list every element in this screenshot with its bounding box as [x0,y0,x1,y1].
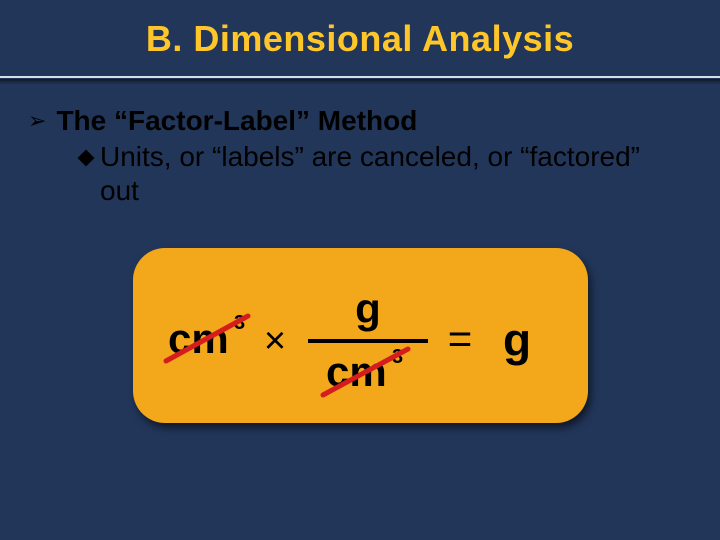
slide-title: B. Dimensional Analysis [0,18,720,60]
bullet-item: ➢ The “Factor-Label” Method [28,104,692,138]
formula-times: × [263,320,285,362]
arrow-bullet-icon: ➢ [28,104,46,138]
formula-svg: cm 3 × g cm 3 = g [148,261,573,411]
bullet-text: The “Factor-Label” Method [56,104,417,138]
formula-equals: = [447,315,472,362]
formula-rhs: g [503,314,531,366]
sub-bullet-item: Units, or “labels” are canceled, or “fac… [80,140,692,208]
formula-box: cm 3 × g cm 3 = g [133,248,588,423]
title-underline [0,76,720,86]
sub-bullet-text: Units, or “labels” are canceled, or “fac… [100,140,660,208]
diamond-bullet-icon [78,150,95,167]
formula-numerator: g [355,285,381,332]
slide-body: ➢ The “Factor-Label” Method Units, or “l… [0,86,720,423]
